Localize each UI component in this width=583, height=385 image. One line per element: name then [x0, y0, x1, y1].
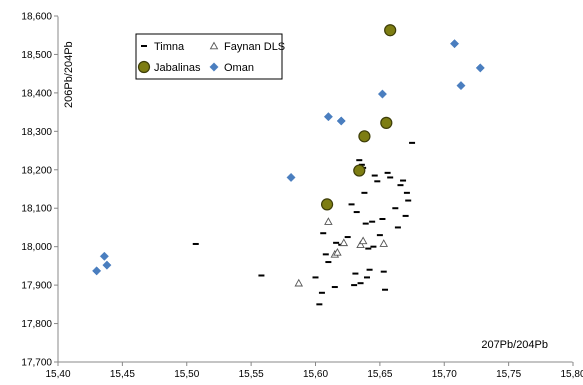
y-tick-label: 18,500	[21, 50, 52, 61]
x-tick-label: 15,40	[45, 369, 70, 380]
jabalinas-point	[380, 116, 393, 129]
oman-point	[102, 260, 112, 270]
x-tick-label: 15,45	[110, 369, 135, 380]
faynan-dls-point	[339, 238, 349, 247]
faynan-dls-point	[294, 278, 304, 287]
faynan-dls-point	[358, 236, 368, 245]
x-tick-label: 15,65	[367, 369, 392, 380]
series-oman	[92, 39, 485, 276]
oman-point	[336, 116, 346, 126]
legend-marker-jabalinas	[137, 60, 151, 74]
oman-point	[323, 112, 333, 122]
oman-point	[449, 39, 460, 49]
y-ticks: 17,700 17,800 17,900 18,000 18,100 18,200 18,3…	[21, 12, 58, 369]
jabalinas-point	[320, 198, 334, 211]
oman-point	[286, 172, 296, 183]
y-tick-label: 17,900	[21, 281, 52, 292]
x-tick-label: 15,80	[560, 369, 583, 380]
jabalinas-point	[353, 164, 366, 177]
data-points	[92, 24, 485, 306]
legend-items: Timna Faynan DLS Jabalinas Oman	[137, 41, 285, 74]
y-tick-label: 17,800	[21, 319, 52, 330]
x-axis-label: 207Pb/204Pb	[481, 339, 548, 351]
x-tick-label: 15,55	[239, 369, 264, 380]
axes	[57, 15, 574, 363]
legend-item-timna: Timna	[141, 41, 185, 53]
series-faynan-dls	[294, 217, 389, 287]
legend-label-oman: Oman	[224, 62, 254, 74]
oman-point	[99, 251, 109, 261]
oman-point	[92, 266, 102, 276]
jabalinas-point	[358, 130, 371, 143]
legend-item-jabalinas: Jabalinas	[137, 60, 201, 74]
x-tick-label: 15,75	[496, 369, 521, 380]
legend-marker-faynan-dls	[209, 41, 219, 50]
legend-label-timna: Timna	[154, 41, 185, 53]
legend: Timna Faynan DLS Jabalinas Oman	[135, 33, 285, 80]
faynan-dls-point	[356, 240, 365, 248]
y-tick-label: 18,100	[21, 204, 52, 215]
oman-point	[377, 89, 388, 99]
x-tick-label: 15,60	[303, 369, 328, 380]
legend-label-jabalinas: Jabalinas	[154, 62, 201, 74]
x-tick-label: 15,70	[432, 369, 457, 380]
series-timna	[192, 141, 416, 306]
legend-marker-oman	[209, 62, 219, 72]
legend-box	[135, 33, 283, 80]
y-tick-label: 18,600	[21, 12, 52, 23]
x-tick-label: 15,50	[174, 369, 199, 380]
legend-item-faynan-dls: Faynan DLS	[209, 41, 285, 53]
faynan-dls-point	[324, 217, 333, 225]
oman-point	[456, 81, 466, 91]
legend-label-faynan-dls: Faynan DLS	[224, 41, 285, 53]
oman-point	[475, 63, 485, 73]
y-tick-label: 18,000	[21, 242, 52, 253]
y-tick-label: 18,200	[21, 165, 52, 176]
jabalinas-point	[384, 24, 397, 37]
faynan-dls-point	[379, 239, 389, 247]
series-jabalinas	[320, 24, 397, 211]
y-tick-label: 18,400	[21, 88, 52, 99]
y-axis-label: 206Pb/204Pb	[63, 41, 75, 108]
legend-item-oman: Oman	[209, 62, 254, 74]
y-tick-label: 17,700	[21, 358, 52, 369]
faynan-dls-point	[333, 248, 342, 256]
y-tick-label: 18,300	[21, 127, 52, 138]
x-ticks: 15,40 15,45 15,50 15,55 15,60 15,65 15,70 15,75…	[45, 362, 583, 380]
